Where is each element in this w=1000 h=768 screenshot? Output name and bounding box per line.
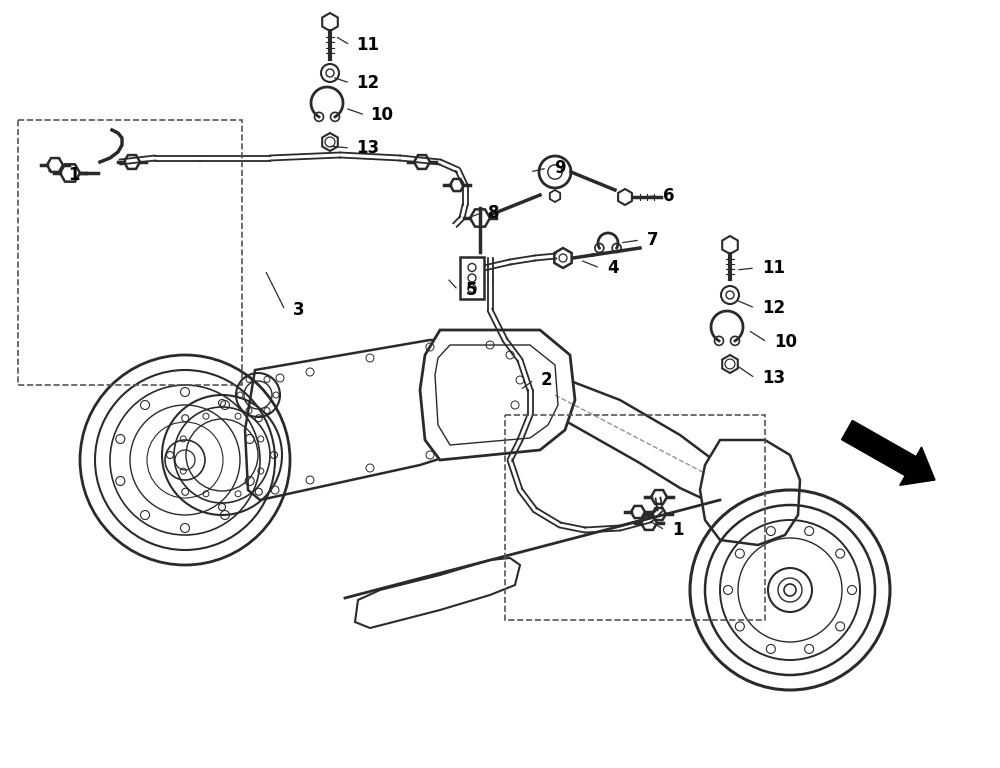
Text: 13: 13 xyxy=(762,369,785,387)
Text: 10: 10 xyxy=(370,106,393,124)
Text: 1: 1 xyxy=(672,521,684,539)
Text: 7: 7 xyxy=(647,231,659,249)
Text: 6: 6 xyxy=(663,187,674,205)
Text: 1: 1 xyxy=(68,166,80,184)
Polygon shape xyxy=(435,345,558,445)
Text: 12: 12 xyxy=(356,74,379,92)
Bar xyxy=(505,415,765,620)
Text: 13: 13 xyxy=(356,139,379,157)
Text: 2: 2 xyxy=(541,371,553,389)
Text: 11: 11 xyxy=(762,259,785,277)
Text: 3: 3 xyxy=(293,301,305,319)
Text: 4: 4 xyxy=(607,259,619,277)
Polygon shape xyxy=(700,440,800,545)
Polygon shape xyxy=(420,330,575,460)
Text: 8: 8 xyxy=(488,204,500,222)
Bar xyxy=(18,120,242,385)
Text: 12: 12 xyxy=(762,299,785,317)
FancyArrow shape xyxy=(842,420,935,485)
Text: 9: 9 xyxy=(554,159,566,177)
Polygon shape xyxy=(555,375,760,515)
Polygon shape xyxy=(355,558,520,628)
Bar xyxy=(460,257,484,299)
Text: 11: 11 xyxy=(356,36,379,54)
Text: 10: 10 xyxy=(774,333,797,351)
Polygon shape xyxy=(245,340,545,500)
Text: 5: 5 xyxy=(466,281,478,299)
